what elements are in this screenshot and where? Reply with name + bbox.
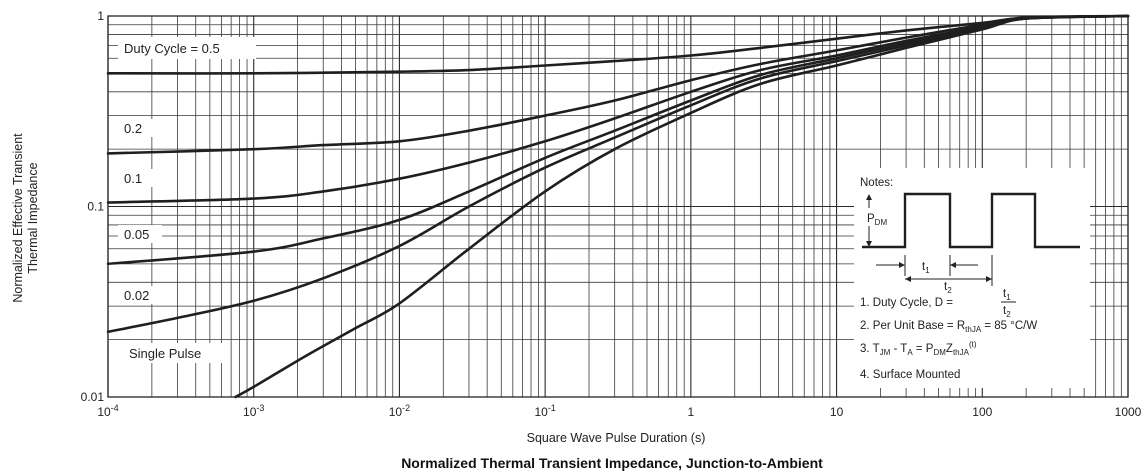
y-axis-title-line-1: Normalized Effective Transient xyxy=(11,133,25,303)
pulse-waveform xyxy=(862,192,1080,249)
t1-label: t1 xyxy=(922,261,930,275)
plot-frame xyxy=(107,15,1129,398)
pdm-label: PDM xyxy=(867,213,887,227)
y-axis-title: Normalized Effective Transient Thermal I… xyxy=(11,133,40,303)
x-tick-label-2: 10-2 xyxy=(389,403,410,419)
series-label-0.2: 0.2 xyxy=(124,121,142,136)
x-tick-label-0: 10-4 xyxy=(97,403,118,419)
x-axis-title: Square Wave Pulse Duration (s) xyxy=(527,431,706,445)
label-bg-0.1 xyxy=(118,169,154,187)
y-tick-label-2: 0.01 xyxy=(81,390,105,404)
label-bg-0.5 xyxy=(118,37,256,59)
chart-title: Normalized Thermal Transient Impedance, … xyxy=(401,455,823,471)
notes-title: Notes: xyxy=(860,177,893,189)
x-tick-label-5: 10 xyxy=(830,405,844,419)
curves xyxy=(106,14,1130,399)
series-label-single-pulse: Single Pulse xyxy=(129,346,201,361)
label-bg-0.05 xyxy=(118,225,162,243)
note-1-numerator: t1 xyxy=(1003,288,1011,302)
series-line-5 xyxy=(234,14,1130,399)
x-tick-label-3: 10-1 xyxy=(534,403,555,419)
series-label-0.1: 0.1 xyxy=(124,171,142,186)
x-tick-label-7: 1000 xyxy=(1115,405,1142,419)
series-label-0.05: 0.05 xyxy=(124,227,149,242)
pdm-label-bg xyxy=(863,208,903,226)
y-tick-label-0: 1 xyxy=(97,9,104,23)
x-tick-label-6: 100 xyxy=(972,405,992,419)
y-tick-label-1: 0.1 xyxy=(87,200,104,214)
y-axis-title-line-2: Thermal Impedance xyxy=(26,162,40,273)
series-line-0 xyxy=(106,14,1130,75)
label-bg-0.2 xyxy=(118,119,154,137)
x-tick-label-4: 1 xyxy=(688,405,695,419)
note-1: 1. Duty Cycle, D = xyxy=(860,297,953,309)
series-label-0.02: 0.02 xyxy=(124,288,149,303)
label-bg-single xyxy=(122,343,226,363)
grid xyxy=(107,15,1129,398)
note-2: 2. Per Unit Base = RthJA = 85 °C/W xyxy=(860,320,1037,334)
series-label-duty-0.5: Duty Cycle = 0.5 xyxy=(124,41,220,56)
tick-labels: 10-4 10-3 10-2 10-1 1 10 100 1000 1 0.1 0.01 xyxy=(81,9,1142,419)
note-3: 3. TJM - TA = PDMZthJA(t) xyxy=(860,340,977,357)
series-line-1 xyxy=(106,14,1130,155)
note-1-denominator: t2 xyxy=(1003,305,1011,319)
label-bg-0.02 xyxy=(118,286,162,304)
notes-bg xyxy=(854,168,1090,388)
notes-box: Notes: PDM t1 t2 1. Duty Cycle, D = t1 t… xyxy=(854,168,1090,388)
note-4: 4. Surface Mounted xyxy=(860,369,960,381)
x-tick-label-1: 10-3 xyxy=(243,403,264,419)
series-labels: Duty Cycle = 0.5 0.2 0.1 0.05 0.02 Singl… xyxy=(118,37,256,363)
pdm-arrowheads xyxy=(866,194,872,247)
t2-label: t2 xyxy=(944,281,952,295)
